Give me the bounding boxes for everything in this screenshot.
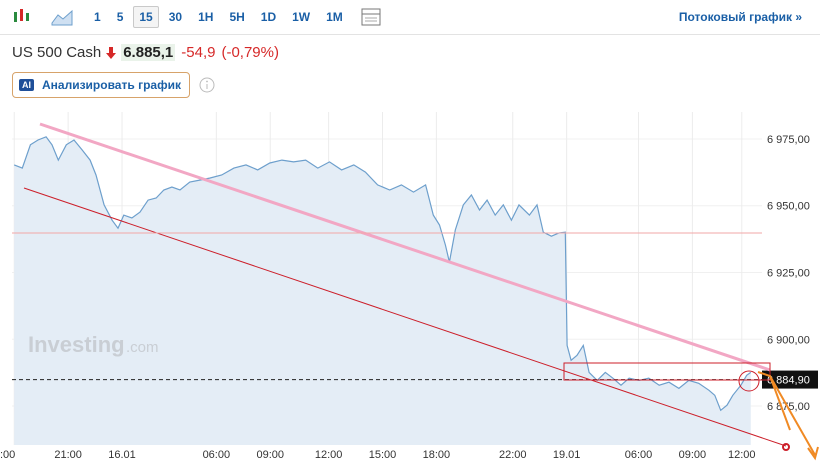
x-tick-label: 09:00: [679, 449, 707, 461]
down-arrow: [106, 46, 117, 59]
watermark-suffix: .com: [126, 339, 159, 356]
table-icon[interactable]: [359, 5, 383, 29]
drawing: [738, 370, 760, 392]
price-line: [13, 136, 752, 412]
watermark: Investing: [28, 332, 125, 357]
change-percent: (-0,79%): [221, 44, 279, 61]
plot-layer: 6 884,90: [12, 112, 818, 446]
drawing: [563, 362, 771, 381]
change: -54,9: [181, 44, 216, 61]
interval-button[interactable]: 1W: [292, 10, 311, 24]
y-tick-label: 6 925,00: [767, 267, 810, 279]
symbol: US 500 Cash: [12, 44, 102, 61]
drawing: [23, 187, 787, 447]
interval-button[interactable]: 1: [94, 10, 101, 24]
x-tick-label: 12:00: [315, 449, 343, 461]
x-tick-label: 06:00: [203, 449, 231, 461]
info-icon[interactable]: [198, 76, 216, 94]
ai-button[interactable]: AI Анализировать график: [12, 72, 190, 98]
ai-badge: AI: [19, 79, 34, 91]
stream-link[interactable]: Потоковый график »: [678, 10, 802, 24]
candle-icon[interactable]: [8, 5, 48, 29]
x-tick-label: 12:00: [728, 449, 756, 461]
drawing: [757, 371, 819, 461]
interval-button[interactable]: 30: [168, 10, 183, 24]
price: 6.885,1: [121, 44, 176, 61]
y-tick-label: 6 975,00: [767, 134, 810, 146]
ai-button-label: Анализировать график: [42, 78, 181, 92]
x-tick-label: 15:00: [369, 449, 397, 461]
interval-button[interactable]: 1D: [260, 10, 277, 24]
interval-button[interactable]: 5: [116, 10, 124, 24]
x-tick-label: 21:00: [54, 449, 82, 461]
area-icon[interactable]: [48, 5, 78, 29]
interval-buttons: 1 5 15 30 1H 5H 1D 1W 1M: [86, 6, 351, 28]
ticker: US 500 Cash 6.885,1 -54,9 (-0,79%): [12, 44, 279, 61]
interval-button[interactable]: 5H: [229, 10, 245, 24]
x-tick-label: 18:00: [423, 449, 451, 461]
drawing: [782, 443, 790, 451]
x-tick-label: 09:00: [256, 449, 284, 461]
area-fill: [14, 136, 751, 446]
x-tick-label: 22:00: [499, 449, 527, 461]
x-tick-label: :00: [0, 449, 15, 461]
x-tick-label: 06:00: [625, 449, 653, 461]
x-tick-label: 19.01: [553, 449, 581, 461]
last-price-box: [762, 370, 818, 389]
interval-button[interactable]: 1H: [198, 10, 214, 24]
y-tick-label: 6 950,00: [767, 201, 810, 213]
interval-button[interactable]: 1M: [326, 10, 343, 24]
x-tick-label: 16.01: [108, 449, 136, 461]
toolbar: 1 5 15 30 1H 5H 1D 1W 1M Потоковый график »: [0, 0, 820, 35]
interval-button[interactable]: 15: [133, 6, 159, 28]
last-price-label: 6 884,90: [767, 375, 810, 387]
drawing: [39, 122, 771, 372]
y-tick-label: 6 900,00: [767, 334, 810, 346]
